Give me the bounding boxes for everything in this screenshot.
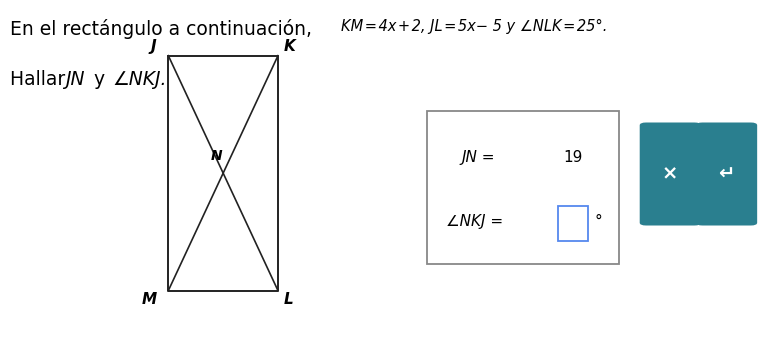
FancyBboxPatch shape [696,122,757,226]
Text: JN =: JN = [462,150,496,165]
Text: L: L [283,292,294,307]
Text: KM = 4x + 2, JL = 5x− 5 y ∠NLK = 25°.: KM = 4x + 2, JL = 5x− 5 y ∠NLK = 25°. [341,19,607,34]
Text: ∠NKJ.: ∠NKJ. [112,70,167,89]
Text: J: J [151,39,157,54]
FancyBboxPatch shape [558,206,588,241]
Text: Hallar: Hallar [10,70,71,89]
Text: K: K [283,39,296,54]
Text: M: M [142,292,157,307]
Text: ∠NKJ =: ∠NKJ = [446,214,503,229]
Text: JN: JN [65,70,85,89]
Text: ↵: ↵ [719,165,734,183]
FancyBboxPatch shape [427,111,619,264]
Text: ×: × [662,165,678,183]
Text: En el rectángulo a continuación,: En el rectángulo a continuación, [10,19,318,39]
FancyBboxPatch shape [640,122,701,226]
Text: y: y [88,70,111,89]
Text: °: ° [594,214,602,229]
Text: 19: 19 [564,150,583,165]
Text: N: N [211,149,222,163]
